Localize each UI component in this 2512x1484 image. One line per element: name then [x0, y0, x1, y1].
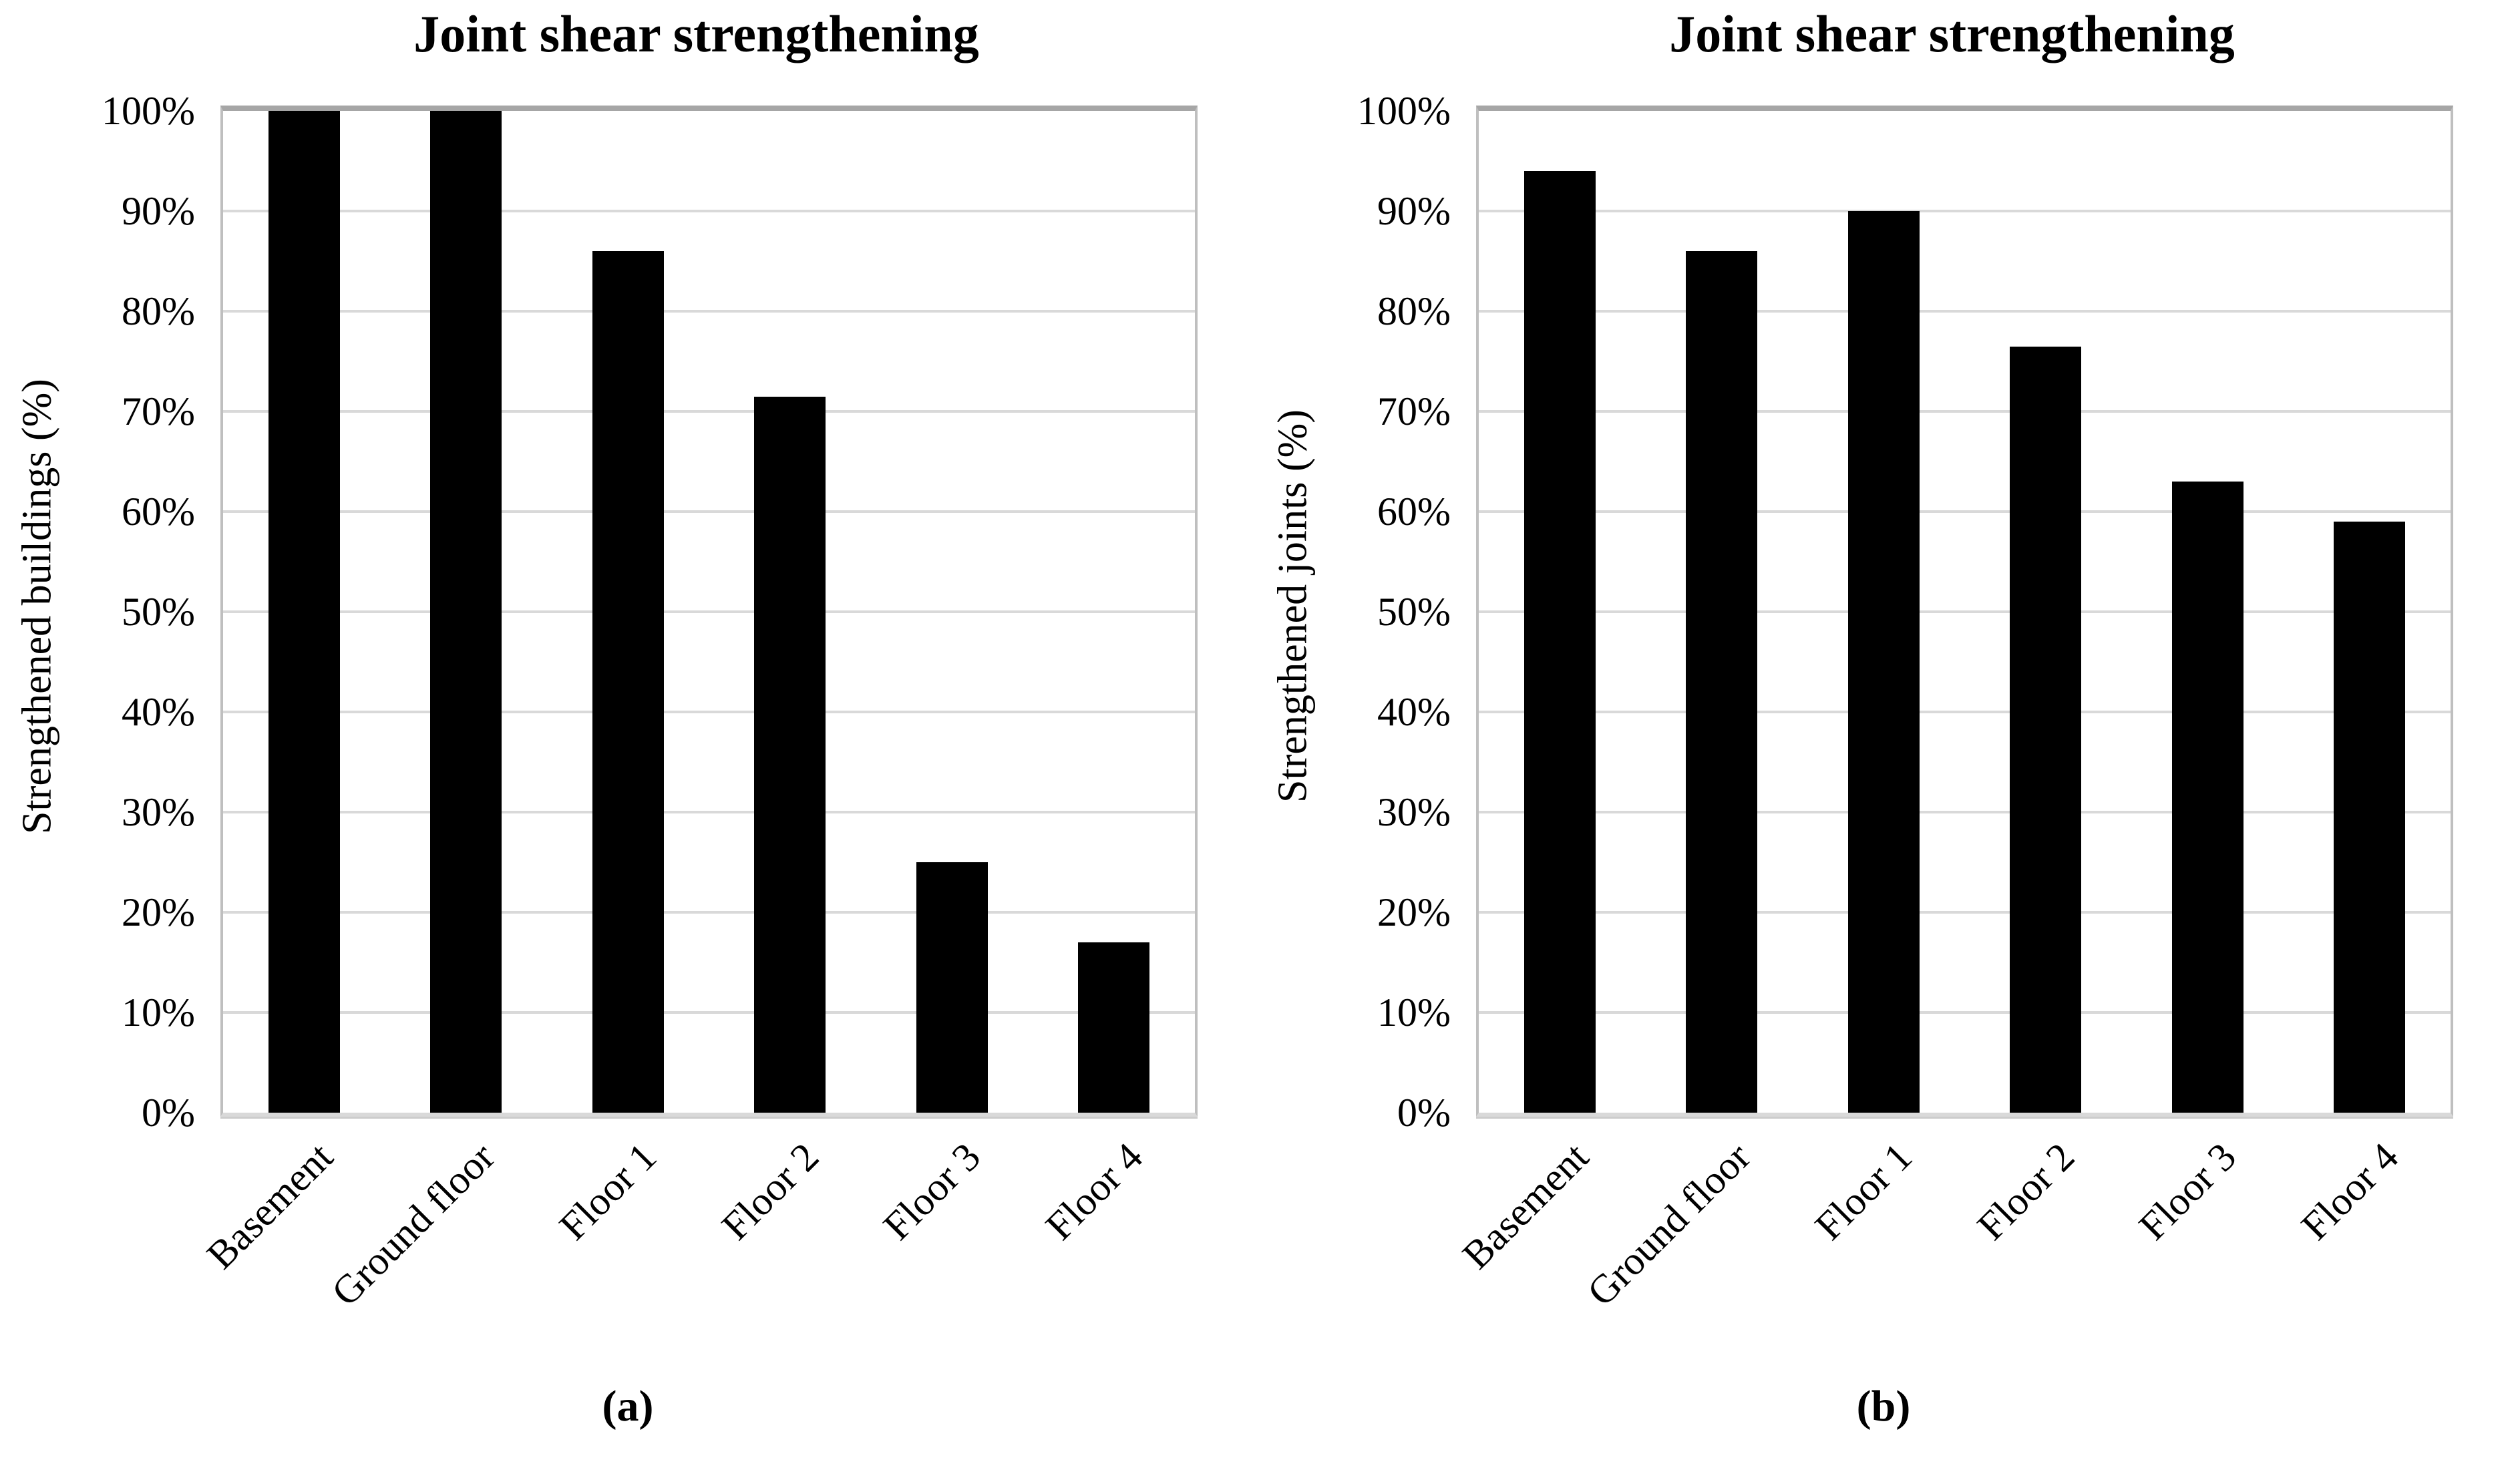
x-category-label: Floor 4 [2292, 1134, 2407, 1249]
y-tick-label: 0% [1397, 1091, 1451, 1135]
x-category-label: Floor 1 [1807, 1134, 1921, 1249]
gridline-70 [223, 410, 1195, 413]
y-axis-title-a: Strengthened buildings (%) [14, 379, 60, 834]
y-tick-label: 30% [1377, 790, 1451, 834]
bar-floor-3 [916, 862, 988, 1113]
chart-title-b: Joint shear strengthening [1669, 5, 2235, 63]
bar-basement [268, 111, 340, 1113]
bar-floor-3 [2171, 482, 2244, 1113]
y-tick-label: 90% [122, 189, 195, 233]
bar-floor-1 [592, 251, 664, 1113]
y-tick-label: 90% [1377, 189, 1451, 233]
gridline-50 [223, 610, 1195, 613]
gridline-30 [223, 811, 1195, 813]
gridline-10 [223, 1011, 1195, 1014]
gridline-50 [1479, 610, 2451, 613]
x-category-label: Basement [198, 1134, 341, 1278]
y-tick-label: 100% [102, 89, 195, 133]
panel-caption-b: (b) [1856, 1382, 1911, 1431]
y-tick-label: 0% [142, 1091, 195, 1135]
y-tick-label: 80% [1377, 289, 1451, 333]
y-tick-label: 60% [1377, 490, 1451, 534]
y-tick-label: 70% [122, 389, 195, 433]
gridline-90 [223, 210, 1195, 212]
y-axis-title-b: Strengthened joints (%) [1270, 409, 1316, 803]
x-category-label: Floor 3 [2131, 1134, 2245, 1249]
y-tick-label: 10% [122, 990, 195, 1035]
bar-basement [1523, 171, 1596, 1113]
plot-area-a [220, 106, 1198, 1117]
bar-floor-2 [754, 396, 826, 1113]
x-axis-category-labels-b: Basement Ground floor Floor 1 Floor 2 Floor … [1454, 1122, 2448, 1389]
bar-floor-4 [1078, 942, 1150, 1113]
bar-ground-floor [430, 111, 502, 1113]
gridline-20 [1479, 911, 2451, 914]
x-category-label: Ground floor [323, 1134, 504, 1314]
y-tick-label: 40% [1377, 690, 1451, 734]
x-category-label: Ground floor [1578, 1134, 1759, 1314]
bar-ground-floor [1686, 251, 1758, 1113]
bar-floor-1 [1847, 211, 1920, 1113]
y-axis-tick-labels-a: 100% 90% 80% 70% 60% 50% 40% 30% 20% 10% 0% [71, 91, 204, 1133]
gridline-10 [1479, 1011, 2451, 1014]
x-category-label: Floor 4 [1037, 1134, 1151, 1249]
gridline-40 [1479, 711, 2451, 713]
y-tick-label: 70% [1377, 389, 1451, 433]
gridline-60 [1479, 510, 2451, 513]
gridline-60 [223, 510, 1195, 513]
y-tick-label: 10% [1377, 990, 1451, 1035]
y-tick-label: 20% [1377, 890, 1451, 934]
gridline-40 [223, 711, 1195, 713]
gridline-30 [1479, 811, 2451, 813]
y-tick-label: 40% [122, 690, 195, 734]
y-tick-label: 20% [122, 890, 195, 934]
x-category-label: Floor 3 [875, 1134, 989, 1249]
x-category-label: Basement [1453, 1134, 1597, 1278]
y-tick-label: 80% [122, 289, 195, 333]
gridline-20 [223, 911, 1195, 914]
panel-caption-a: (a) [602, 1382, 654, 1431]
gridline-80 [223, 310, 1195, 313]
y-tick-label: 50% [122, 590, 195, 634]
plot-area-b [1476, 106, 2453, 1117]
bar-floor-2 [2010, 346, 2082, 1113]
chart-title-a: Joint shear strengthening [413, 5, 979, 63]
gridline-80 [1479, 310, 2451, 313]
chart-panel-a: Joint shear strengthening Strengthened b… [14, 5, 1198, 1431]
bar-floor-4 [2334, 522, 2406, 1113]
y-tick-label: 30% [122, 790, 195, 834]
x-category-label: Floor 2 [1968, 1134, 2083, 1249]
gridline-70 [1479, 410, 2451, 413]
y-tick-label: 60% [122, 490, 195, 534]
x-category-label: Floor 1 [551, 1134, 665, 1249]
y-tick-label: 50% [1377, 590, 1451, 634]
y-tick-label: 100% [1357, 89, 1451, 133]
x-category-label: Floor 2 [713, 1134, 828, 1249]
x-axis-category-labels-a: Basement Ground floor Floor 1 Floor 2 Floor … [198, 1122, 1192, 1389]
y-axis-tick-labels-b: 100% 90% 80% 70% 60% 50% 40% 30% 20% 10% 0% [1326, 91, 1460, 1133]
gridline-90 [1479, 210, 2451, 212]
chart-panel-b: Joint shear strengthening Strengthened j… [1256, 0, 2511, 1484]
